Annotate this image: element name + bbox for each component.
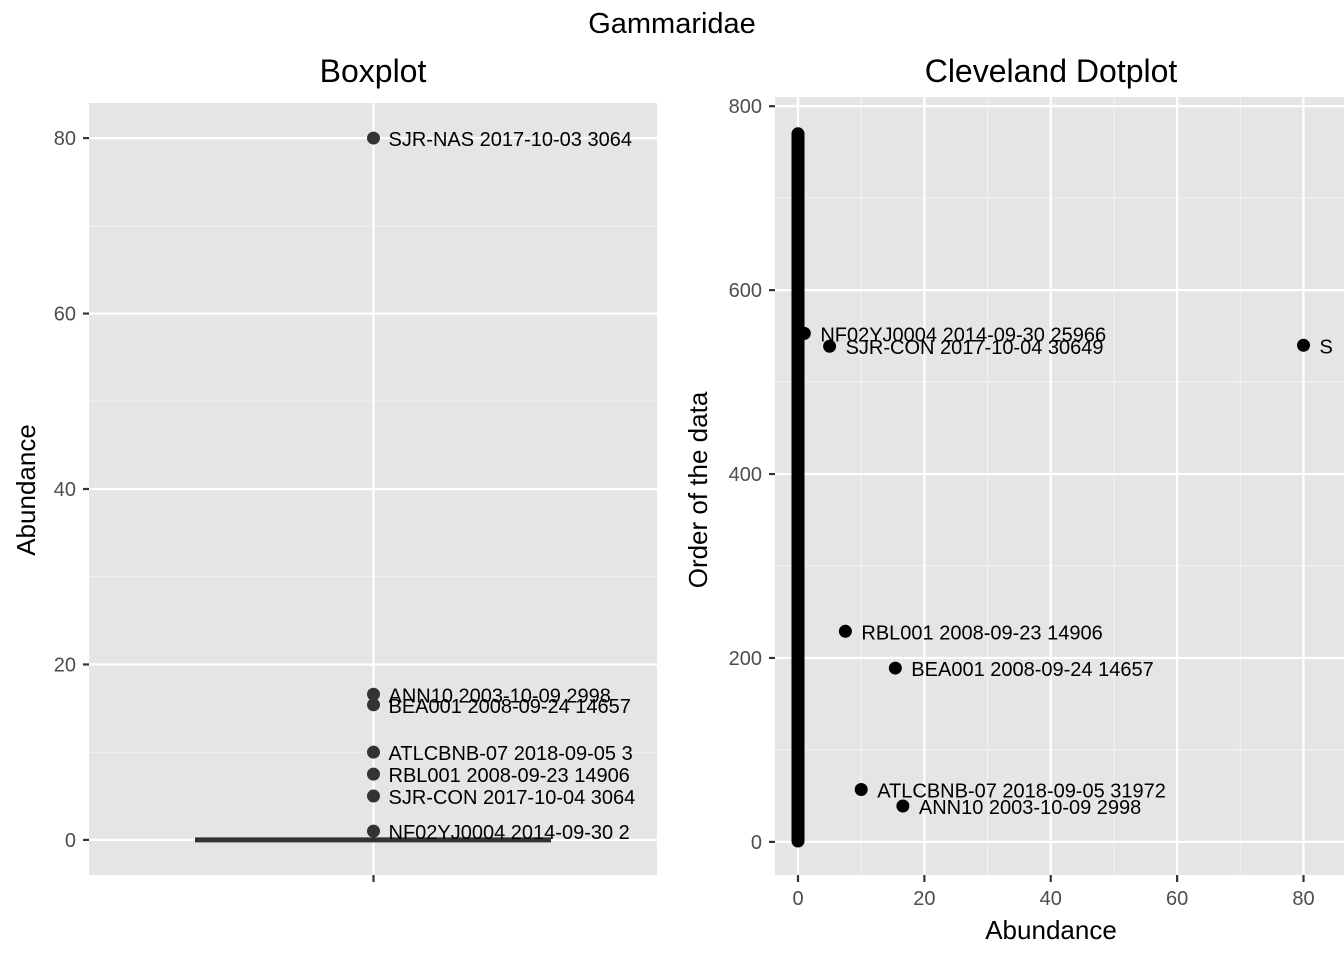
boxplot-outlier-point	[367, 824, 380, 838]
dotplot-x-tick-label: 20	[913, 888, 935, 910]
boxplot-outlier-point	[367, 131, 380, 145]
boxplot-outlier-label: NF02YJ0004 2014-09-30 2	[389, 822, 630, 844]
dotplot-x-axis-title: Abundance	[985, 915, 1117, 945]
dotplot-y-axis-title: Order of the data	[683, 391, 713, 588]
dotplot-point	[896, 799, 910, 813]
boxplot-y-tick-label: 80	[54, 128, 76, 150]
boxplot-title: Boxplot	[320, 53, 427, 89]
boxplot-outlier-label: ANN10 2003-10-09 2998	[389, 685, 611, 707]
dotplot-point	[888, 661, 902, 675]
dotplot-point	[854, 782, 868, 796]
dotplot-panel: Cleveland Dotplot 0 20 40 60 800200400600800…	[683, 53, 1344, 945]
dotplot-y-tick-label: 400	[729, 464, 762, 486]
boxplot-outlier-point	[367, 745, 380, 759]
boxplot-outlier-point	[367, 698, 380, 712]
dotplot-plot-area	[775, 97, 1344, 875]
dotplot-x-tick-label: 60	[1166, 888, 1188, 910]
dotplot-point	[1297, 338, 1310, 352]
boxplot-panel: Boxplot 0 20 40 60 80 SJR-NAS 2017-10-03 306…	[11, 53, 657, 882]
boxplot-y-axis: 0 20 40 60 80	[54, 128, 375, 882]
dotplot-y-tick-label: 800	[729, 96, 762, 118]
dotplot-point-label: SJR-CON 2017-10-04 30649	[846, 337, 1104, 359]
dotplot-gridlines	[775, 97, 1344, 875]
boxplot-outlier-label: SJR-NAS 2017-10-03 3064	[389, 129, 632, 151]
boxplot-marks: SJR-NAS 2017-10-03 3064 ANN10 2003-10-09 …	[195, 129, 635, 844]
dotplot-point	[797, 326, 811, 340]
dotplot-x-tick-label: 0	[792, 888, 803, 910]
dotplot-point-label: ATLCBNB-07 2018-09-05 31972	[877, 780, 1166, 802]
figure-title: Gammaridae	[588, 8, 756, 40]
dotplot-point-label: ANN10 2003-10-09 2998	[919, 797, 1141, 819]
dotplot-point-label: BEA001 2008-09-24 14657	[911, 659, 1153, 681]
boxplot-outlier-point	[367, 789, 380, 803]
boxplot-outlier-label: BEA001 2008-09-24 14657	[389, 696, 631, 718]
boxplot-outlier-point	[367, 687, 380, 701]
dotplot-point-label: RBL001 2008-09-23 14906	[861, 622, 1102, 644]
dotplot-y-tick-label: 200	[729, 648, 762, 670]
boxplot-outlier-point	[367, 767, 380, 781]
boxplot-y-tick-label: 0	[65, 830, 76, 852]
boxplot-outlier-label: ATLCBNB-07 2018-09-05 3	[389, 743, 633, 765]
boxplot-y-tick-label: 60	[54, 304, 76, 326]
dotplot-title: Cleveland Dotplot	[925, 53, 1178, 89]
dotplot-y-tick-label: 600	[729, 280, 762, 302]
boxplot-y-axis-title: Abundance	[11, 424, 41, 556]
dotplot-point-label: S	[1320, 336, 1333, 358]
boxplot-outlier-label: RBL001 2008-09-23 14906	[389, 765, 630, 787]
dotplot-point	[823, 339, 837, 353]
boxplot-outlier-label: SJR-CON 2017-10-04 3064	[389, 787, 636, 809]
boxplot-y-tick-label: 20	[54, 654, 76, 676]
dotplot-x-tick-label: 40	[1040, 888, 1062, 910]
dotplot-point	[838, 624, 852, 638]
dotplot-y-tick-label: 0	[751, 832, 762, 854]
boxplot-y-tick-label: 40	[54, 479, 76, 501]
dotplot-point-label: NF02YJ0004 2014-09-30 25966	[820, 324, 1106, 346]
dotplot-x-tick-label: 80	[1292, 888, 1314, 910]
